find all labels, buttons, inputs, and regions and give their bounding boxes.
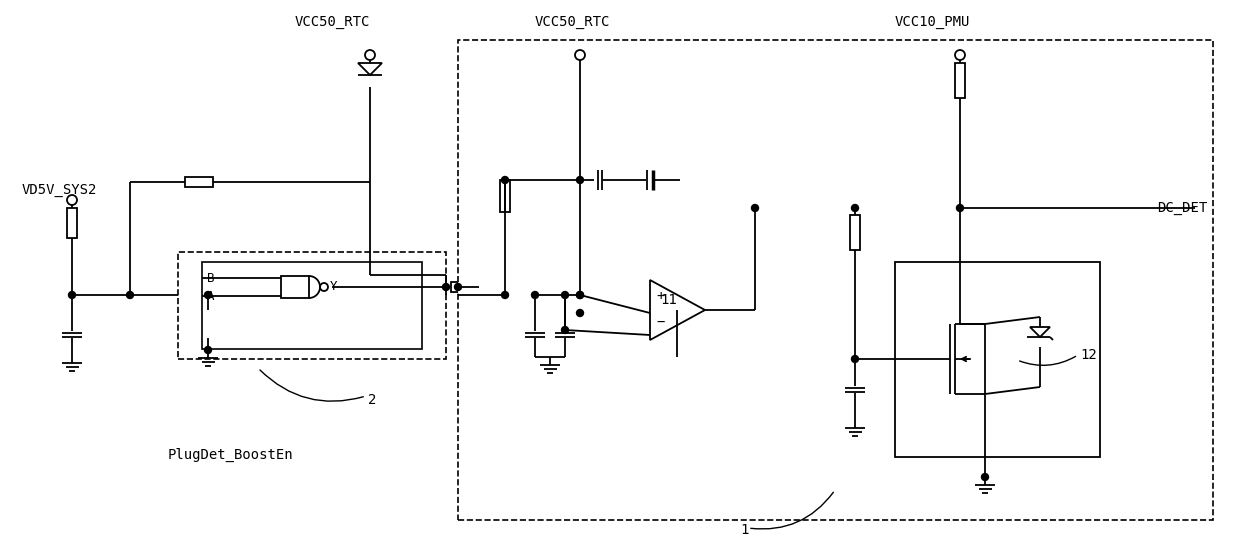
Circle shape [981, 473, 989, 481]
Text: VCC50_RTC: VCC50_RTC [535, 15, 611, 29]
Circle shape [851, 356, 859, 363]
Circle shape [502, 291, 508, 299]
Circle shape [442, 284, 450, 290]
Bar [850, 215, 860, 250]
Text: VD5V_SYS2: VD5V_SYS2 [22, 183, 98, 197]
Circle shape [532, 291, 539, 299]
Circle shape [455, 284, 461, 290]
Text: B: B [207, 272, 214, 284]
Bar [458, 40, 1213, 520]
Bar [501, 180, 510, 212]
Text: −: − [655, 315, 664, 329]
Text: 11: 11 [660, 293, 676, 307]
Circle shape [957, 205, 964, 211]
Circle shape [752, 205, 758, 211]
Bar [178, 252, 446, 359]
Polygon shape [1030, 327, 1049, 337]
Bar [67, 208, 77, 238]
Text: A: A [207, 290, 214, 302]
Text: +: + [655, 289, 664, 303]
Bar [203, 310, 213, 338]
Circle shape [126, 291, 134, 299]
Circle shape [204, 347, 212, 353]
Text: 12: 12 [1080, 348, 1097, 362]
Text: VCC50_RTC: VCC50_RTC [295, 15, 370, 29]
Circle shape [851, 205, 859, 211]
Circle shape [561, 291, 569, 299]
Bar [955, 63, 965, 98]
Text: 1: 1 [740, 523, 748, 537]
Bar [185, 177, 213, 187]
Circle shape [576, 291, 584, 299]
Text: VCC10_PMU: VCC10_PMU [895, 15, 970, 29]
Text: DC_DET: DC_DET [1157, 201, 1207, 215]
Circle shape [502, 176, 508, 184]
Circle shape [561, 326, 569, 333]
Text: 2: 2 [368, 393, 377, 407]
Circle shape [576, 176, 584, 184]
Bar [451, 282, 479, 292]
Text: PlugDet_BoostEn: PlugDet_BoostEn [169, 448, 294, 462]
Circle shape [68, 291, 76, 299]
Circle shape [576, 291, 584, 299]
Bar [895, 262, 1100, 457]
Bar [281, 276, 309, 298]
Text: Y: Y [330, 280, 337, 294]
Polygon shape [358, 63, 382, 75]
Bar [202, 262, 422, 349]
Circle shape [204, 291, 212, 299]
Polygon shape [650, 280, 705, 340]
Circle shape [576, 310, 584, 316]
